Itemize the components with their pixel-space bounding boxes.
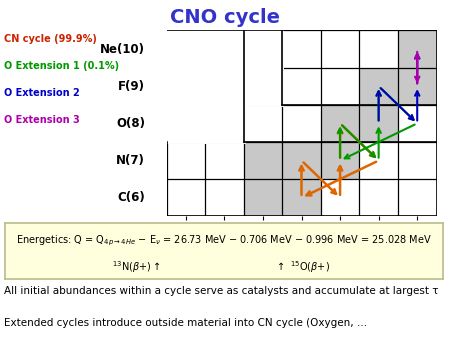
Bar [398, 68, 436, 105]
Bar [205, 30, 243, 142]
Text: O Extension 3: O Extension 3 [4, 115, 80, 125]
Text: CNO cycle: CNO cycle [170, 8, 280, 27]
Text: Extended cycles introduce outside material into CN cycle (Oxygen, …: Extended cycles introduce outside materi… [4, 318, 368, 328]
Text: $\uparrow$ $^{15}$O($\beta$+): $\uparrow$ $^{15}$O($\beta$+) [275, 259, 330, 275]
Bar [243, 30, 282, 105]
Text: Energetics: Q = Q$_{4p\rightarrow4He}$ $-$ E$_{\nu}$ = 26.73 MeV $-$ 0.706 MeV $: Energetics: Q = Q$_{4p\rightarrow4He}$ $… [16, 233, 432, 247]
Bar [243, 142, 282, 179]
Bar [166, 30, 205, 142]
Text: O(8): O(8) [116, 117, 145, 130]
Bar [360, 68, 398, 105]
Bar [243, 179, 282, 216]
Bar [321, 105, 360, 142]
Text: C(6): C(6) [117, 191, 145, 204]
Text: Ne(10): Ne(10) [100, 43, 145, 55]
Text: O Extension 2: O Extension 2 [4, 88, 80, 98]
Text: $^{13}$N($\beta$+)$\uparrow$: $^{13}$N($\beta$+)$\uparrow$ [112, 259, 160, 275]
Bar [360, 105, 398, 142]
Text: CN cycle (99.9%): CN cycle (99.9%) [4, 34, 97, 44]
Bar [321, 142, 360, 179]
Bar [282, 142, 321, 179]
Text: F(9): F(9) [118, 80, 145, 93]
Text: O Extension 1 (0.1%): O Extension 1 (0.1%) [4, 61, 120, 71]
Bar [282, 179, 321, 216]
Text: N(7): N(7) [116, 154, 145, 167]
Text: All initial abundances within a cycle serve as catalysts and accumulate at large: All initial abundances within a cycle se… [4, 286, 439, 296]
X-axis label: neutron number: neutron number [256, 238, 347, 248]
Bar [398, 30, 436, 68]
